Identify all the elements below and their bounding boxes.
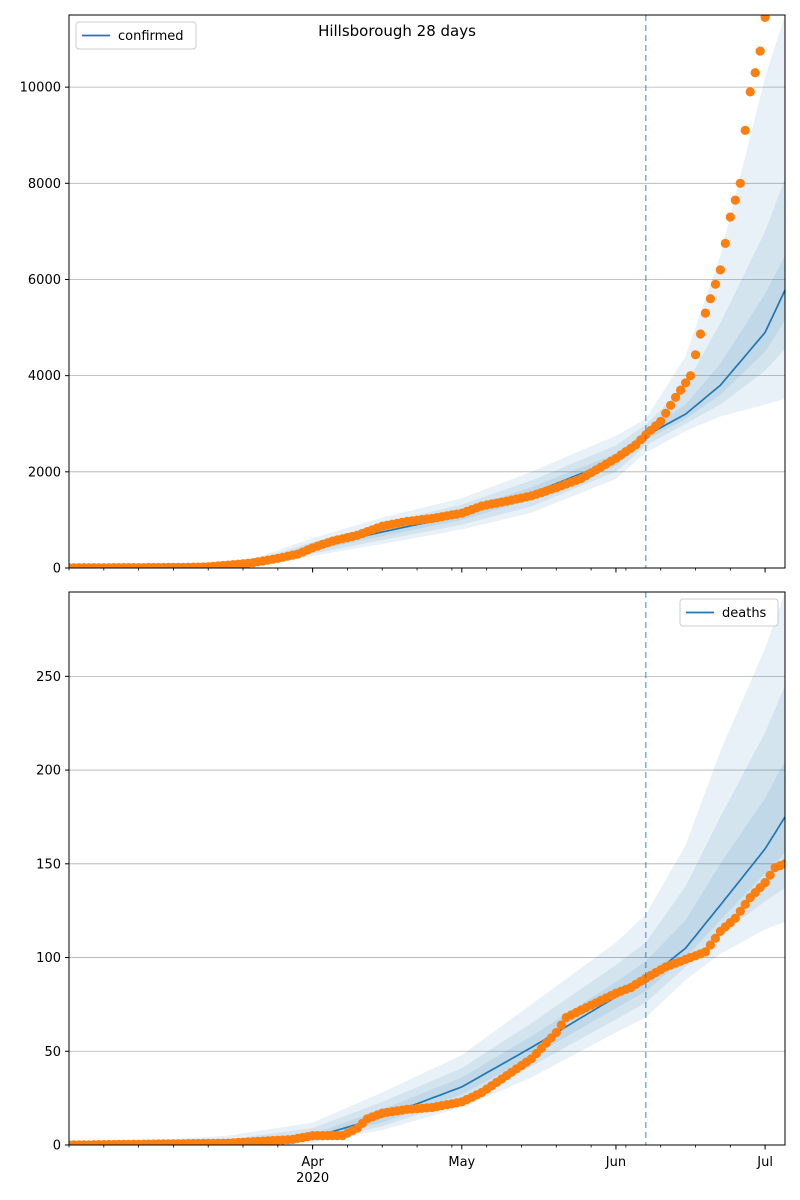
y-tick-label: 10000	[20, 81, 61, 96]
observed-point	[765, 870, 775, 880]
observed-point	[661, 408, 671, 418]
uncertainty-band-1	[69, 15, 785, 568]
y-tick-label: 50	[44, 1045, 61, 1060]
x-tick-sublabel: 2020	[296, 1171, 329, 1186]
observed-point	[720, 238, 730, 248]
legend: confirmed	[75, 21, 197, 50]
uncertainty-band-1	[69, 592, 785, 1145]
legend-label: confirmed	[118, 29, 184, 44]
observed-point	[740, 899, 750, 910]
legend-box	[75, 21, 197, 50]
observed-point	[685, 371, 696, 381]
observed-point	[710, 933, 721, 943]
chart-title: Hillsborough 28 days	[318, 22, 476, 40]
y-tick-label: 200	[36, 764, 61, 779]
observed-point	[735, 178, 745, 188]
observed-point	[730, 195, 740, 205]
legend: deaths	[679, 598, 779, 627]
y-tick-label: 8000	[28, 177, 61, 192]
observed-point	[730, 913, 740, 923]
observed-point	[556, 1020, 566, 1030]
y-tick-label: 2000	[28, 465, 61, 480]
x-tick-label: Jul	[756, 1155, 773, 1170]
plot-frame	[68, 14, 786, 569]
observed-point	[715, 265, 726, 275]
plot-frame	[68, 591, 786, 1146]
confirmed-panel: 0 2000 4000 6000 8000 10000 Hillsborough 28 da…	[20, 14, 786, 577]
observed-point	[700, 947, 711, 957]
observed-point	[676, 385, 686, 395]
y-tick-label: 150	[36, 857, 61, 872]
observed-point	[735, 906, 745, 916]
observed-point	[656, 416, 666, 426]
legend-label: deaths	[722, 606, 767, 621]
y-tick-label: 100	[36, 951, 61, 966]
observed-point	[690, 350, 701, 360]
x-tick-label: Jun	[605, 1155, 626, 1170]
observed-point	[681, 378, 691, 388]
y-tick-label: 4000	[28, 369, 61, 384]
plot-area	[69, 592, 785, 1145]
observed-points	[69, 859, 785, 1145]
observed-point	[551, 1027, 561, 1038]
x-tick-label: Apr	[301, 1155, 324, 1170]
observed-point	[700, 308, 711, 318]
observed-point	[760, 878, 770, 888]
observed-point	[740, 125, 750, 135]
observed-point	[695, 329, 706, 339]
observed-point	[745, 87, 755, 97]
observed-point	[750, 68, 760, 78]
legend-box	[679, 598, 779, 627]
x-tick-label: May	[448, 1155, 475, 1170]
y-tick-label: 250	[36, 670, 61, 685]
observed-point	[666, 400, 676, 410]
observed-point	[671, 392, 681, 402]
gridlines	[69, 675, 785, 1052]
y-tick-label: 0	[53, 1139, 61, 1154]
observed-point	[780, 859, 785, 869]
observed-point	[705, 940, 716, 950]
observed-point	[705, 294, 716, 304]
plot-area	[69, 15, 785, 568]
y-tick-label: 0	[53, 562, 61, 577]
observed-points	[69, 15, 770, 568]
y-tick-label: 6000	[28, 273, 61, 288]
observed-point	[725, 212, 735, 222]
observed-point	[760, 15, 770, 22]
observed-point	[710, 279, 721, 289]
observed-point	[755, 46, 765, 56]
gridlines	[69, 86, 785, 473]
uncertainty-band-2	[69, 178, 785, 568]
